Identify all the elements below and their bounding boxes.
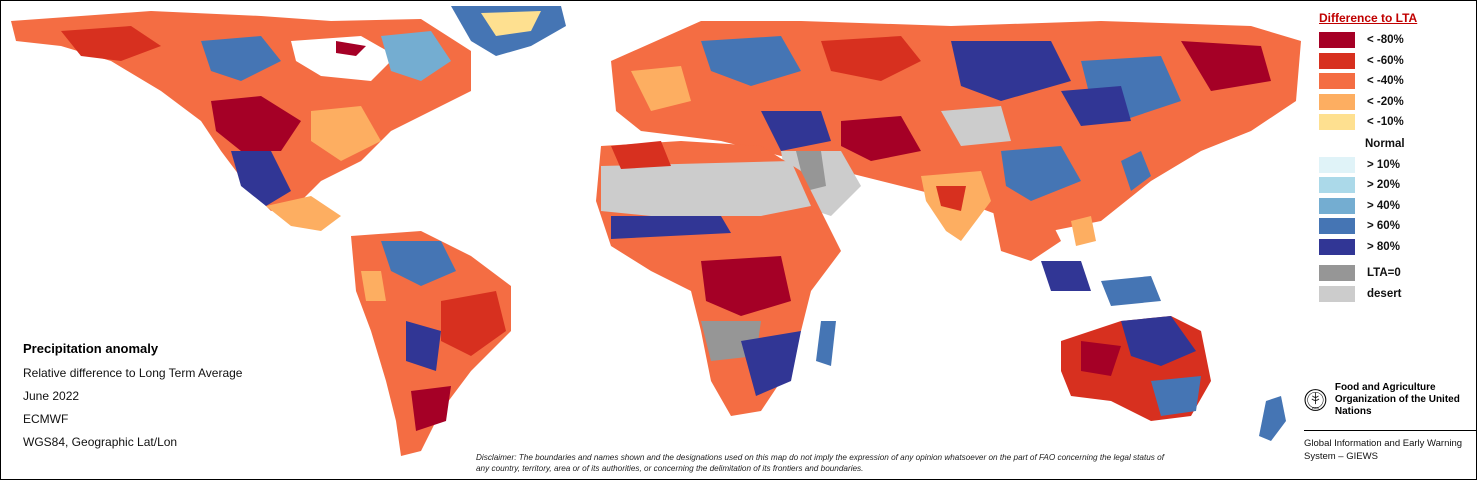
legend-swatch [1319,285,1355,302]
legend-label: > 80% [1367,240,1400,253]
map-info: Precipitation anomaly Relative differenc… [23,341,303,458]
map-subtitle: Relative difference to Long Term Average [23,366,243,380]
legend-swatch [1319,238,1355,255]
fao-name: Food and Agriculture Organization of the… [1334,382,1460,417]
fao-block: FAO Food and Agriculture Organization of… [1304,378,1476,463]
legend-label: < -10% [1367,116,1404,129]
australia [1061,316,1211,421]
legend-item: < -10% [1319,112,1469,133]
legend-label: > 40% [1367,199,1400,212]
disclaimer: Disclaimer: The boundaries and names sho… [476,453,1165,473]
legend: Difference to LTA < -80% < -60% < -40% < -2… [1319,11,1469,304]
legend-item: < -20% [1319,92,1469,113]
fao-logo-text: FAO [1312,406,1319,410]
new-zealand [1259,396,1286,441]
legend-label: < -20% [1367,95,1404,108]
legend-item: > 40% [1319,196,1469,217]
giews-name: Global Information and Early Warning Sys… [1304,438,1463,462]
legend-swatch [1319,52,1355,69]
map-projection: WGS84, Geographic Lat/Lon [23,435,178,449]
legend-swatch [1319,197,1355,214]
legend-item: < -40% [1319,71,1469,92]
legend-label: > 60% [1367,220,1400,233]
legend-item: > 80% [1319,237,1469,258]
legend-label: < -40% [1367,75,1404,88]
legend-item: > 10% [1319,155,1469,176]
japan [1121,151,1151,191]
legend-item: < -60% [1319,51,1469,72]
south-america [351,231,511,456]
legend-item: < -80% [1319,30,1469,51]
legend-item: desert [1319,284,1469,305]
legend-swatch [1319,32,1355,49]
legend-label: > 10% [1367,158,1400,171]
map-source: ECMWF [23,412,69,426]
legend-normal-label: Normal [1365,137,1405,150]
legend-label: LTA=0 [1367,267,1401,280]
legend-label: > 20% [1367,179,1400,192]
africa [596,141,841,416]
legend-item: > 60% [1319,216,1469,237]
legend-swatch [1319,114,1355,131]
southeast-asia [991,201,1061,261]
fao-logo-icon: FAO [1304,389,1327,411]
map-date: June 2022 [23,389,80,403]
legend-swatch [1319,156,1355,173]
legend-label: < -80% [1367,34,1404,47]
legend-swatch [1319,73,1355,90]
north-america [11,11,471,231]
legend-swatch [1319,177,1355,194]
legend-swatch [1319,265,1355,282]
legend-title: Difference to LTA [1319,11,1418,25]
legend-item: > 20% [1319,175,1469,196]
legend-swatch [1319,218,1355,235]
legend-swatch [1319,93,1355,110]
legend-label: desert [1367,287,1402,300]
world-map [11,6,1301,456]
legend-item: LTA=0 [1319,263,1469,284]
map-title: Precipitation anomaly [23,341,159,356]
fao-divider [1304,430,1476,431]
legend-label: < -60% [1367,54,1404,67]
